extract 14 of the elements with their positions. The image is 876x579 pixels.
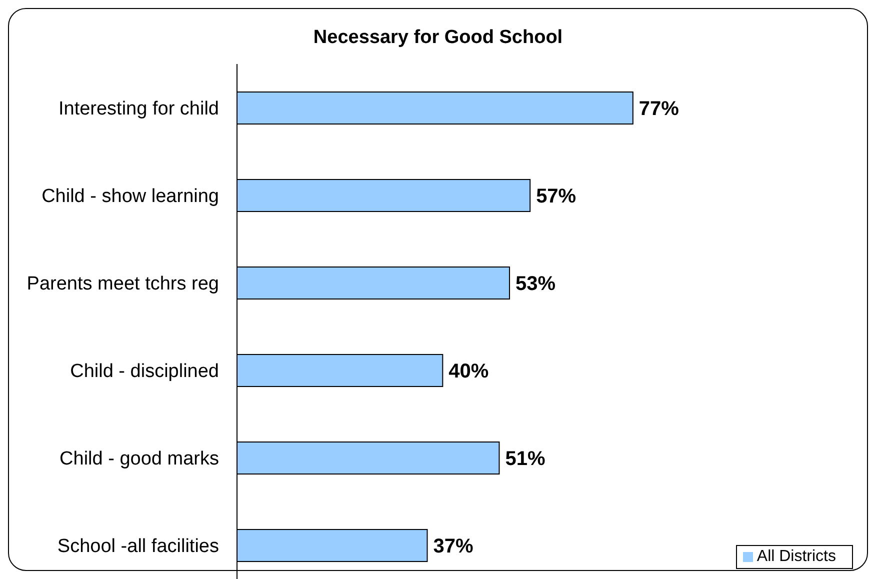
y-tick-label: Interesting for child [58,98,219,120]
data-label: 53% [516,273,556,296]
y-tick-label: Child - good marks [60,448,219,470]
y-tick-label: School -all facilities [57,536,219,557]
legend-label: All Districts [756,548,836,565]
y-tick-label: Parents meet tchrs reg [26,273,219,294]
chart-title: Necessary for Good School [312,27,564,49]
y-tick-label: Child - show learning [42,186,219,207]
data-label: 77% [638,98,680,120]
data-label: 51% [505,448,546,470]
y-tick-label: Child - disciplined [70,360,219,382]
data-label: 40% [448,360,489,383]
data-label: 57% [536,186,576,208]
data-label: 37% [433,536,474,558]
